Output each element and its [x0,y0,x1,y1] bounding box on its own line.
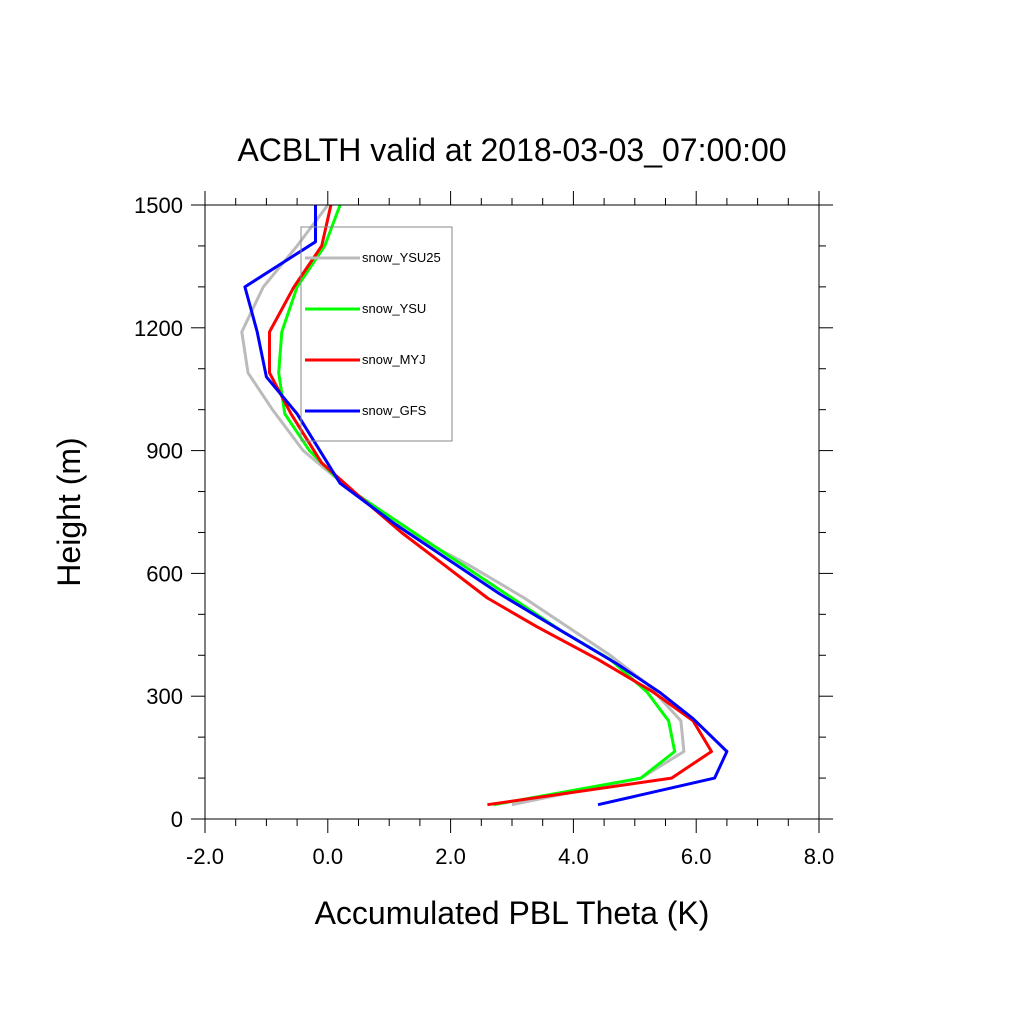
legend: snow_YSU25 snow_YSU snow_MYJ snow_GFS [300,226,453,442]
legend-label: snow_MYJ [362,352,426,367]
x-tick-label: 0.0 [313,844,344,869]
ticks-layer: -2.0 0.0 2.0 4.0 6.0 8.0 0 300 600 900 1200 1500 [134,191,834,869]
y-tick-label: 0 [171,807,183,832]
series-line-snow_GFS [243,205,729,807]
x-axis-label: Accumulated PBL Theta (K) [315,895,710,931]
x-tick-label: 4.0 [558,844,589,869]
y-tick-label: 900 [146,439,183,464]
x-tick-label: 2.0 [435,844,466,869]
y-tick-label: 1500 [134,193,183,218]
y-tick-label: 600 [146,561,183,586]
y-axis-label: Height (m) [51,437,87,586]
series-line-snow_YSU25 [240,204,686,807]
series-layer [240,204,729,807]
x-tick-label: -2.0 [186,844,224,869]
x-tick-label: 8.0 [804,844,835,869]
x-tick-label: 6.0 [681,844,712,869]
plot-frame [204,204,820,820]
y-tick-label: 1200 [134,316,183,341]
legend-box [300,226,453,442]
legend-label: snow_YSU [362,301,426,316]
y-tick-label: 300 [146,684,183,709]
chart-title: ACBLTH valid at 2018-03-03_07:00:00 [237,132,786,168]
series-line-snow_YSU [277,204,677,807]
legend-label: snow_GFS [362,403,427,418]
series-line-snow_MYJ [268,204,713,807]
legend-label: snow_YSU25 [362,250,441,265]
